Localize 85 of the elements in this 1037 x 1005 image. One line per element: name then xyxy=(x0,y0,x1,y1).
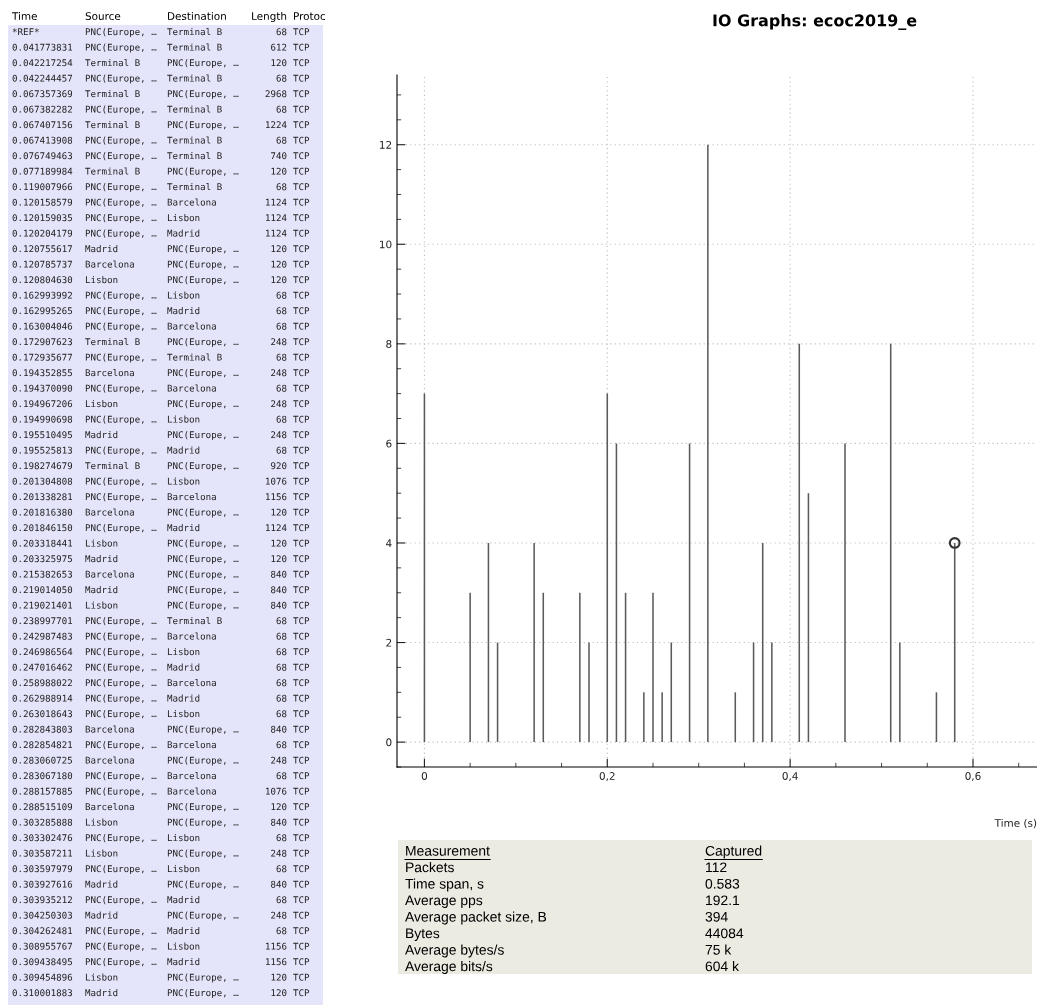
text: 0.262988914 PNC(Europe, … Madrid 68 TCP xyxy=(12,694,310,704)
text: 0.238997701 PNC(Europe, … Terminal B 68 TCP xyxy=(12,617,310,626)
text: 0.304250303 Madrid PNC(Europe, … 248 TCP xyxy=(12,911,310,921)
text: 0.194990698 PNC(Europe, … Lisbon 68 TCP xyxy=(12,415,310,425)
text: 0.198274679 Terminal B PNC(Europe, … 920 TCP xyxy=(12,462,310,471)
text: 0.201338281 PNC(Europe, … Barcelona 1156 TCP xyxy=(12,493,310,502)
text: 0.288157885 PNC(Europe, … Barcelona 1076 TCP xyxy=(12,787,310,797)
text: 0.194370090 PNC(Europe, … Barcelona 68 TCP xyxy=(12,384,310,394)
text: 0.308955767 PNC(Europe, … Lisbon 1156 TCP xyxy=(12,942,310,952)
text: 0.215382653 Barcelona PNC(Europe, … 840 TCP xyxy=(12,570,310,580)
text: Average bytes/s 75 k xyxy=(405,944,732,958)
text: 0.303597979 PNC(Europe, … Lisbon 68 TCP xyxy=(12,865,310,874)
text: 0.310001883 Madrid PNC(Europe, … 120 TCP xyxy=(12,989,310,998)
text: 0.163004046 PNC(Europe, … Barcelona 68 TCP xyxy=(12,322,310,332)
text: 0.263018643 PNC(Europe, … Lisbon 68 TCP xyxy=(12,710,310,719)
text: 0.309454896 Lisbon PNC(Europe, … 120 TCP xyxy=(12,973,310,983)
text: 0.042244457 PNC(Europe, … Terminal B 68 TCP xyxy=(12,74,310,84)
x-axis-title: Time (s) xyxy=(994,818,1037,829)
text: 0.162993992 PNC(Europe, … Lisbon 68 TCP xyxy=(12,291,310,301)
text: Time span, s 0.583 xyxy=(405,878,740,892)
text: 0.303285888 Lisbon PNC(Europe, … 840 TCP xyxy=(12,818,310,828)
text: 0.120755617 Madrid PNC(Europe, … 120 TCP xyxy=(12,245,310,254)
y-tick-label: 12 xyxy=(380,140,392,149)
text: 0.041773831 PNC(Europe, … Terminal B 612 TCP xyxy=(12,43,310,53)
text: 0.303935212 PNC(Europe, … Madrid 68 TCP xyxy=(12,896,310,905)
text: Average packet size, B 394 xyxy=(405,911,728,925)
text: Time Source Destination Length Protoc xyxy=(11,11,326,23)
text: 0.288515109 Barcelona PNC(Europe, … 120 TCP xyxy=(12,803,310,812)
y-tick-label: 8 xyxy=(386,340,392,348)
text: 0.195525813 PNC(Europe, … Madrid 68 TCP xyxy=(12,446,310,456)
text: 0.203325975 Madrid PNC(Europe, … 120 TCP xyxy=(12,555,310,564)
text: 0.309438495 PNC(Europe, … Madrid 1156 TCP xyxy=(12,958,310,967)
text: 0.042217254 Terminal B PNC(Europe, … 120 TCP xyxy=(12,59,310,68)
y-tick-label: 2 xyxy=(386,638,392,647)
text: 0.283060725 Barcelona PNC(Europe, … 248 TCP xyxy=(12,756,310,766)
text: 0.219021401 Lisbon PNC(Europe, … 840 TCP xyxy=(12,601,310,611)
y-tick-label: 6 xyxy=(386,439,392,448)
text: 0.067407156 Terminal B PNC(Europe, … 1224 TCP xyxy=(12,121,310,130)
text: 0.194967206 Lisbon PNC(Europe, … 248 TCP xyxy=(12,400,310,409)
text: 0.067357369 Terminal B PNC(Europe, … 2968 TCP xyxy=(12,90,310,99)
text: 0.242987483 PNC(Europe, … Barcelona 68 TCP xyxy=(12,632,310,642)
x-tick-label: 0 xyxy=(421,772,428,780)
text: 0.120804630 Lisbon PNC(Europe, … 120 TCP xyxy=(12,276,310,285)
text: 0.246986564 PNC(Europe, … Lisbon 68 TCP xyxy=(12,648,310,657)
chart-title: IO Graphs: ecoc2019_e xyxy=(713,14,917,30)
text: 0.258988022 PNC(Europe, … Barcelona 68 TCP xyxy=(12,679,310,688)
text: 0.077189984 Terminal B PNC(Europe, … 120 TCP xyxy=(12,167,310,177)
x-tick-label: 0,2 xyxy=(599,772,615,781)
text: 0.201816380 Barcelona PNC(Europe, … 120 TCP xyxy=(12,508,310,518)
text: 0.303587211 Lisbon PNC(Europe, … 248 TCP xyxy=(12,849,310,859)
text: 0.303302476 PNC(Europe, … Lisbon 68 TCP xyxy=(12,834,310,843)
text: 0.201304808 PNC(Europe, … Lisbon 1076 TCP xyxy=(12,477,310,487)
y-tick-label: 4 xyxy=(386,539,392,547)
text: Average bits/s 604 k xyxy=(405,961,739,974)
text: 0.172935677 PNC(Europe, … Terminal B 68 TCP xyxy=(12,353,310,363)
text: 0.282854821 PNC(Europe, … Barcelona 68 TCP xyxy=(12,741,310,750)
x-tick-label: 0,4 xyxy=(782,772,798,781)
text: 0.219014050 Madrid PNC(Europe, … 840 TCP xyxy=(12,586,310,595)
y-tick-label: 0 xyxy=(386,738,392,747)
x-tick-label: 0,6 xyxy=(965,772,981,781)
text: 0.203318441 Lisbon PNC(Europe, … 120 TCP xyxy=(12,539,310,549)
text: 0.120785737 Barcelona PNC(Europe, … 120 TCP xyxy=(12,260,310,270)
text: 0.201846150 PNC(Europe, … Madrid 1124 TCP xyxy=(12,524,310,533)
text: 0.247016462 PNC(Europe, … Madrid 68 TCP xyxy=(12,663,310,673)
text: 0.162995265 PNC(Europe, … Madrid 68 TCP xyxy=(12,307,310,316)
text: 0.303927616 Madrid PNC(Europe, … 840 TCP xyxy=(12,880,310,890)
text: 0.304262481 PNC(Europe, … Madrid 68 TCP xyxy=(12,927,310,936)
text: Packets 112 xyxy=(406,862,727,873)
text: 0.119007966 PNC(Europe, … Terminal B 68 TCP xyxy=(12,183,310,192)
text: 0.195510495 Madrid PNC(Europe, … 248 TCP xyxy=(12,431,310,440)
text: 0.120204179 PNC(Europe, … Madrid 1124 TCP xyxy=(12,229,310,239)
text: 0.120159035 PNC(Europe, … Lisbon 1124 TCP xyxy=(12,214,310,223)
text: Bytes 44084 xyxy=(406,928,744,941)
text: 0.194352855 Barcelona PNC(Europe, … 248 TCP xyxy=(12,369,310,378)
text: Average pps 192.1 xyxy=(405,895,740,908)
text: 0.067413908 PNC(Europe, … Terminal B 68 TCP xyxy=(12,136,310,146)
text: 0.067382282 PNC(Europe, … Terminal B 68 TCP xyxy=(12,105,310,115)
text: 0.282843803 Barcelona PNC(Europe, … 840 TCP xyxy=(12,725,310,735)
y-tick-label: 10 xyxy=(380,240,392,249)
text: 0.076749463 PNC(Europe, … Terminal B 740 TCP xyxy=(12,152,310,161)
text: 0.120158579 PNC(Europe, … Barcelona 1124 TCP xyxy=(12,198,310,208)
text: 0.283067180 PNC(Europe, … Barcelona 68 TCP xyxy=(12,772,310,781)
text: Measurement Captured xyxy=(406,845,762,859)
text: *REF* PNC(Europe, … Terminal B 68 TCP xyxy=(12,28,310,37)
text: 0.172907623 Terminal B PNC(Europe, … 248 TCP xyxy=(12,338,310,347)
